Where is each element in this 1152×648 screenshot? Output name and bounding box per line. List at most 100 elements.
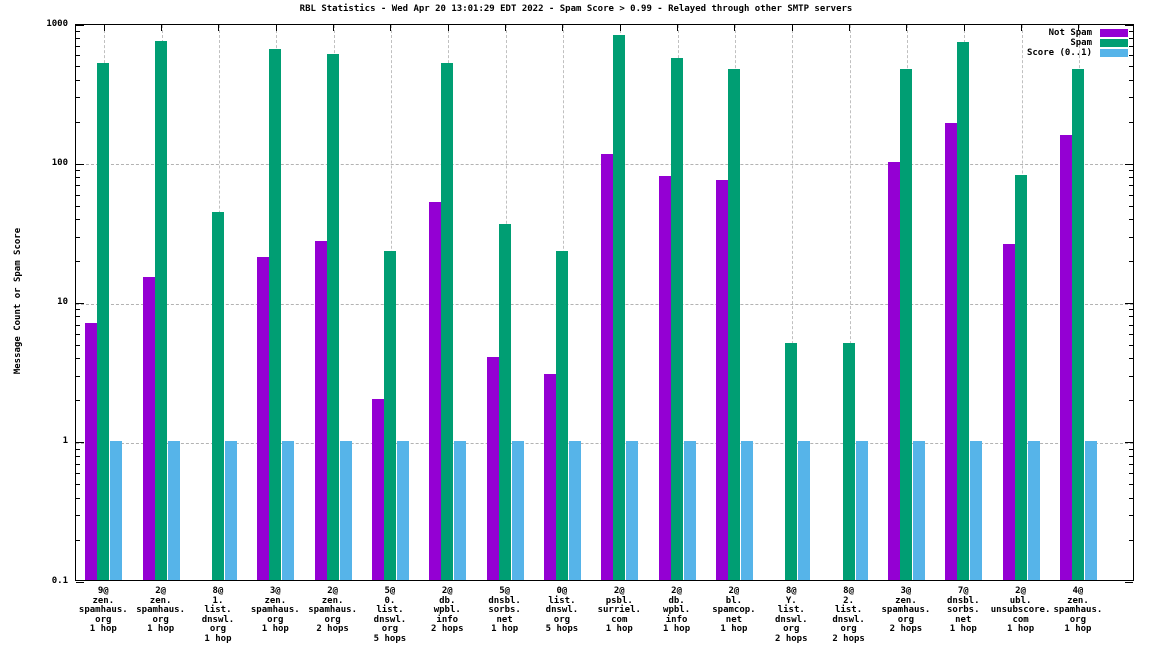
bar-score-0-1 xyxy=(110,440,123,580)
x-edge-tick xyxy=(333,25,335,31)
y-minor-tick xyxy=(1129,324,1133,326)
y-minor-tick xyxy=(1129,37,1133,39)
y-minor-tick xyxy=(1129,46,1133,48)
bar-score-0-1 xyxy=(626,440,639,580)
y-minor-tick xyxy=(1129,344,1133,346)
x-axis-label: 8@ Y. list. dnswl. org 2 hops xyxy=(774,586,808,644)
y-minor-tick xyxy=(76,194,80,196)
bar-not-spam xyxy=(1059,134,1072,580)
legend-swatch-not-spam xyxy=(1100,29,1128,37)
y-major-tick xyxy=(76,581,84,583)
bar-spam xyxy=(269,49,282,580)
bar-score-0-1 xyxy=(568,440,581,580)
plot-area xyxy=(75,24,1134,583)
bar-spam xyxy=(97,62,110,580)
x-edge-tick xyxy=(161,25,163,31)
y-minor-tick xyxy=(76,261,80,263)
bar-spam xyxy=(1071,68,1084,580)
y-major-tick xyxy=(1125,442,1133,444)
bar-spam xyxy=(555,251,568,580)
y-minor-tick xyxy=(76,309,80,311)
y-minor-tick xyxy=(76,66,80,68)
y-minor-tick xyxy=(76,455,80,457)
y-minor-tick xyxy=(1129,205,1133,207)
y-major-tick xyxy=(76,442,84,444)
x-axis-label: 9@ zen. spamhaus. org 1 hop xyxy=(78,586,128,634)
legend-item: Not Spam xyxy=(1027,28,1128,38)
y-tick-label: 1 xyxy=(62,436,68,447)
legend-label-score-0-1: Score (0..1) xyxy=(1026,48,1092,58)
y-minor-tick xyxy=(1129,309,1133,311)
x-edge-tick xyxy=(275,25,277,31)
bar-score-0-1 xyxy=(1027,440,1040,580)
y-minor-tick xyxy=(76,177,80,179)
bar-spam xyxy=(785,343,798,580)
bar-score-0-1 xyxy=(855,440,868,580)
x-axis-label: 2@ bl. spamcop. net 1 hop xyxy=(712,586,756,634)
y-minor-tick xyxy=(76,121,80,123)
bar-score-0-1 xyxy=(683,440,696,580)
y-minor-tick xyxy=(76,219,80,221)
legend-swatch-score-0-1 xyxy=(1100,49,1128,57)
x-gridline xyxy=(849,25,851,580)
y-minor-tick xyxy=(1129,455,1133,457)
x-axis-label: 4@ zen. spamhaus. org 1 hop xyxy=(1053,586,1103,634)
x-axis-label: 5@ dnsbl. sorbs. net 1 hop xyxy=(488,586,521,634)
bar-not-spam xyxy=(486,356,499,580)
y-tick-label: 1000 xyxy=(46,18,68,29)
y-minor-tick xyxy=(1129,177,1133,179)
y-minor-tick xyxy=(76,539,80,541)
bar-spam xyxy=(326,53,339,580)
y-minor-tick xyxy=(76,205,80,207)
x-edge-tick xyxy=(218,25,220,31)
bar-score-0-1 xyxy=(912,440,925,580)
x-edge-tick xyxy=(103,25,105,31)
bar-not-spam xyxy=(601,153,614,580)
y-minor-tick xyxy=(1129,219,1133,221)
legend-swatch-spam xyxy=(1100,39,1128,47)
bar-not-spam xyxy=(945,123,958,580)
y-minor-tick xyxy=(1129,484,1133,486)
y-minor-tick xyxy=(1129,79,1133,81)
bar-not-spam xyxy=(314,241,327,580)
bar-spam xyxy=(727,68,740,580)
x-edge-tick xyxy=(447,25,449,31)
y-minor-tick xyxy=(1129,400,1133,402)
x-axis-label: 2@ ubl. unsubscore. com 1 hop xyxy=(990,586,1051,634)
y-minor-tick xyxy=(1129,448,1133,450)
x-edge-tick xyxy=(963,25,965,31)
y-minor-tick xyxy=(76,473,80,475)
x-gridline xyxy=(792,25,794,580)
x-edge-tick xyxy=(390,25,392,31)
y-minor-tick xyxy=(76,484,80,486)
x-edge-tick xyxy=(505,25,507,31)
y-tick-label: 10 xyxy=(57,297,68,307)
y-minor-tick xyxy=(1129,463,1133,465)
bar-not-spam xyxy=(543,374,556,580)
bar-spam xyxy=(383,251,396,580)
x-axis-label: 5@ 0. list. dnswl. org 5 hops xyxy=(373,586,407,644)
legend-item: Spam xyxy=(1027,38,1128,48)
y-minor-tick xyxy=(76,37,80,39)
x-edge-tick xyxy=(1078,25,1080,31)
bar-not-spam xyxy=(257,256,270,580)
bar-score-0-1 xyxy=(511,440,524,580)
y-major-tick xyxy=(76,303,84,304)
y-minor-tick xyxy=(1129,236,1133,238)
y-minor-tick xyxy=(76,185,80,187)
y-minor-tick xyxy=(76,515,80,517)
y-minor-tick xyxy=(76,170,80,172)
x-edge-tick xyxy=(619,25,621,31)
y-minor-tick xyxy=(1129,121,1133,123)
bar-score-0-1 xyxy=(339,440,352,580)
x-axis-label: 8@ 2. list. dnswl. org 2 hops xyxy=(832,586,865,644)
x-edge-tick xyxy=(906,25,908,31)
bar-not-spam xyxy=(1002,243,1015,580)
y-minor-tick xyxy=(76,30,80,32)
x-axis-label: 7@ dnsbl. sorbs. net 1 hop xyxy=(946,586,980,634)
bar-not-spam xyxy=(658,175,671,580)
y-minor-tick xyxy=(1129,185,1133,187)
y-tick-label: 100 xyxy=(51,157,68,168)
x-edge-tick xyxy=(849,25,851,31)
